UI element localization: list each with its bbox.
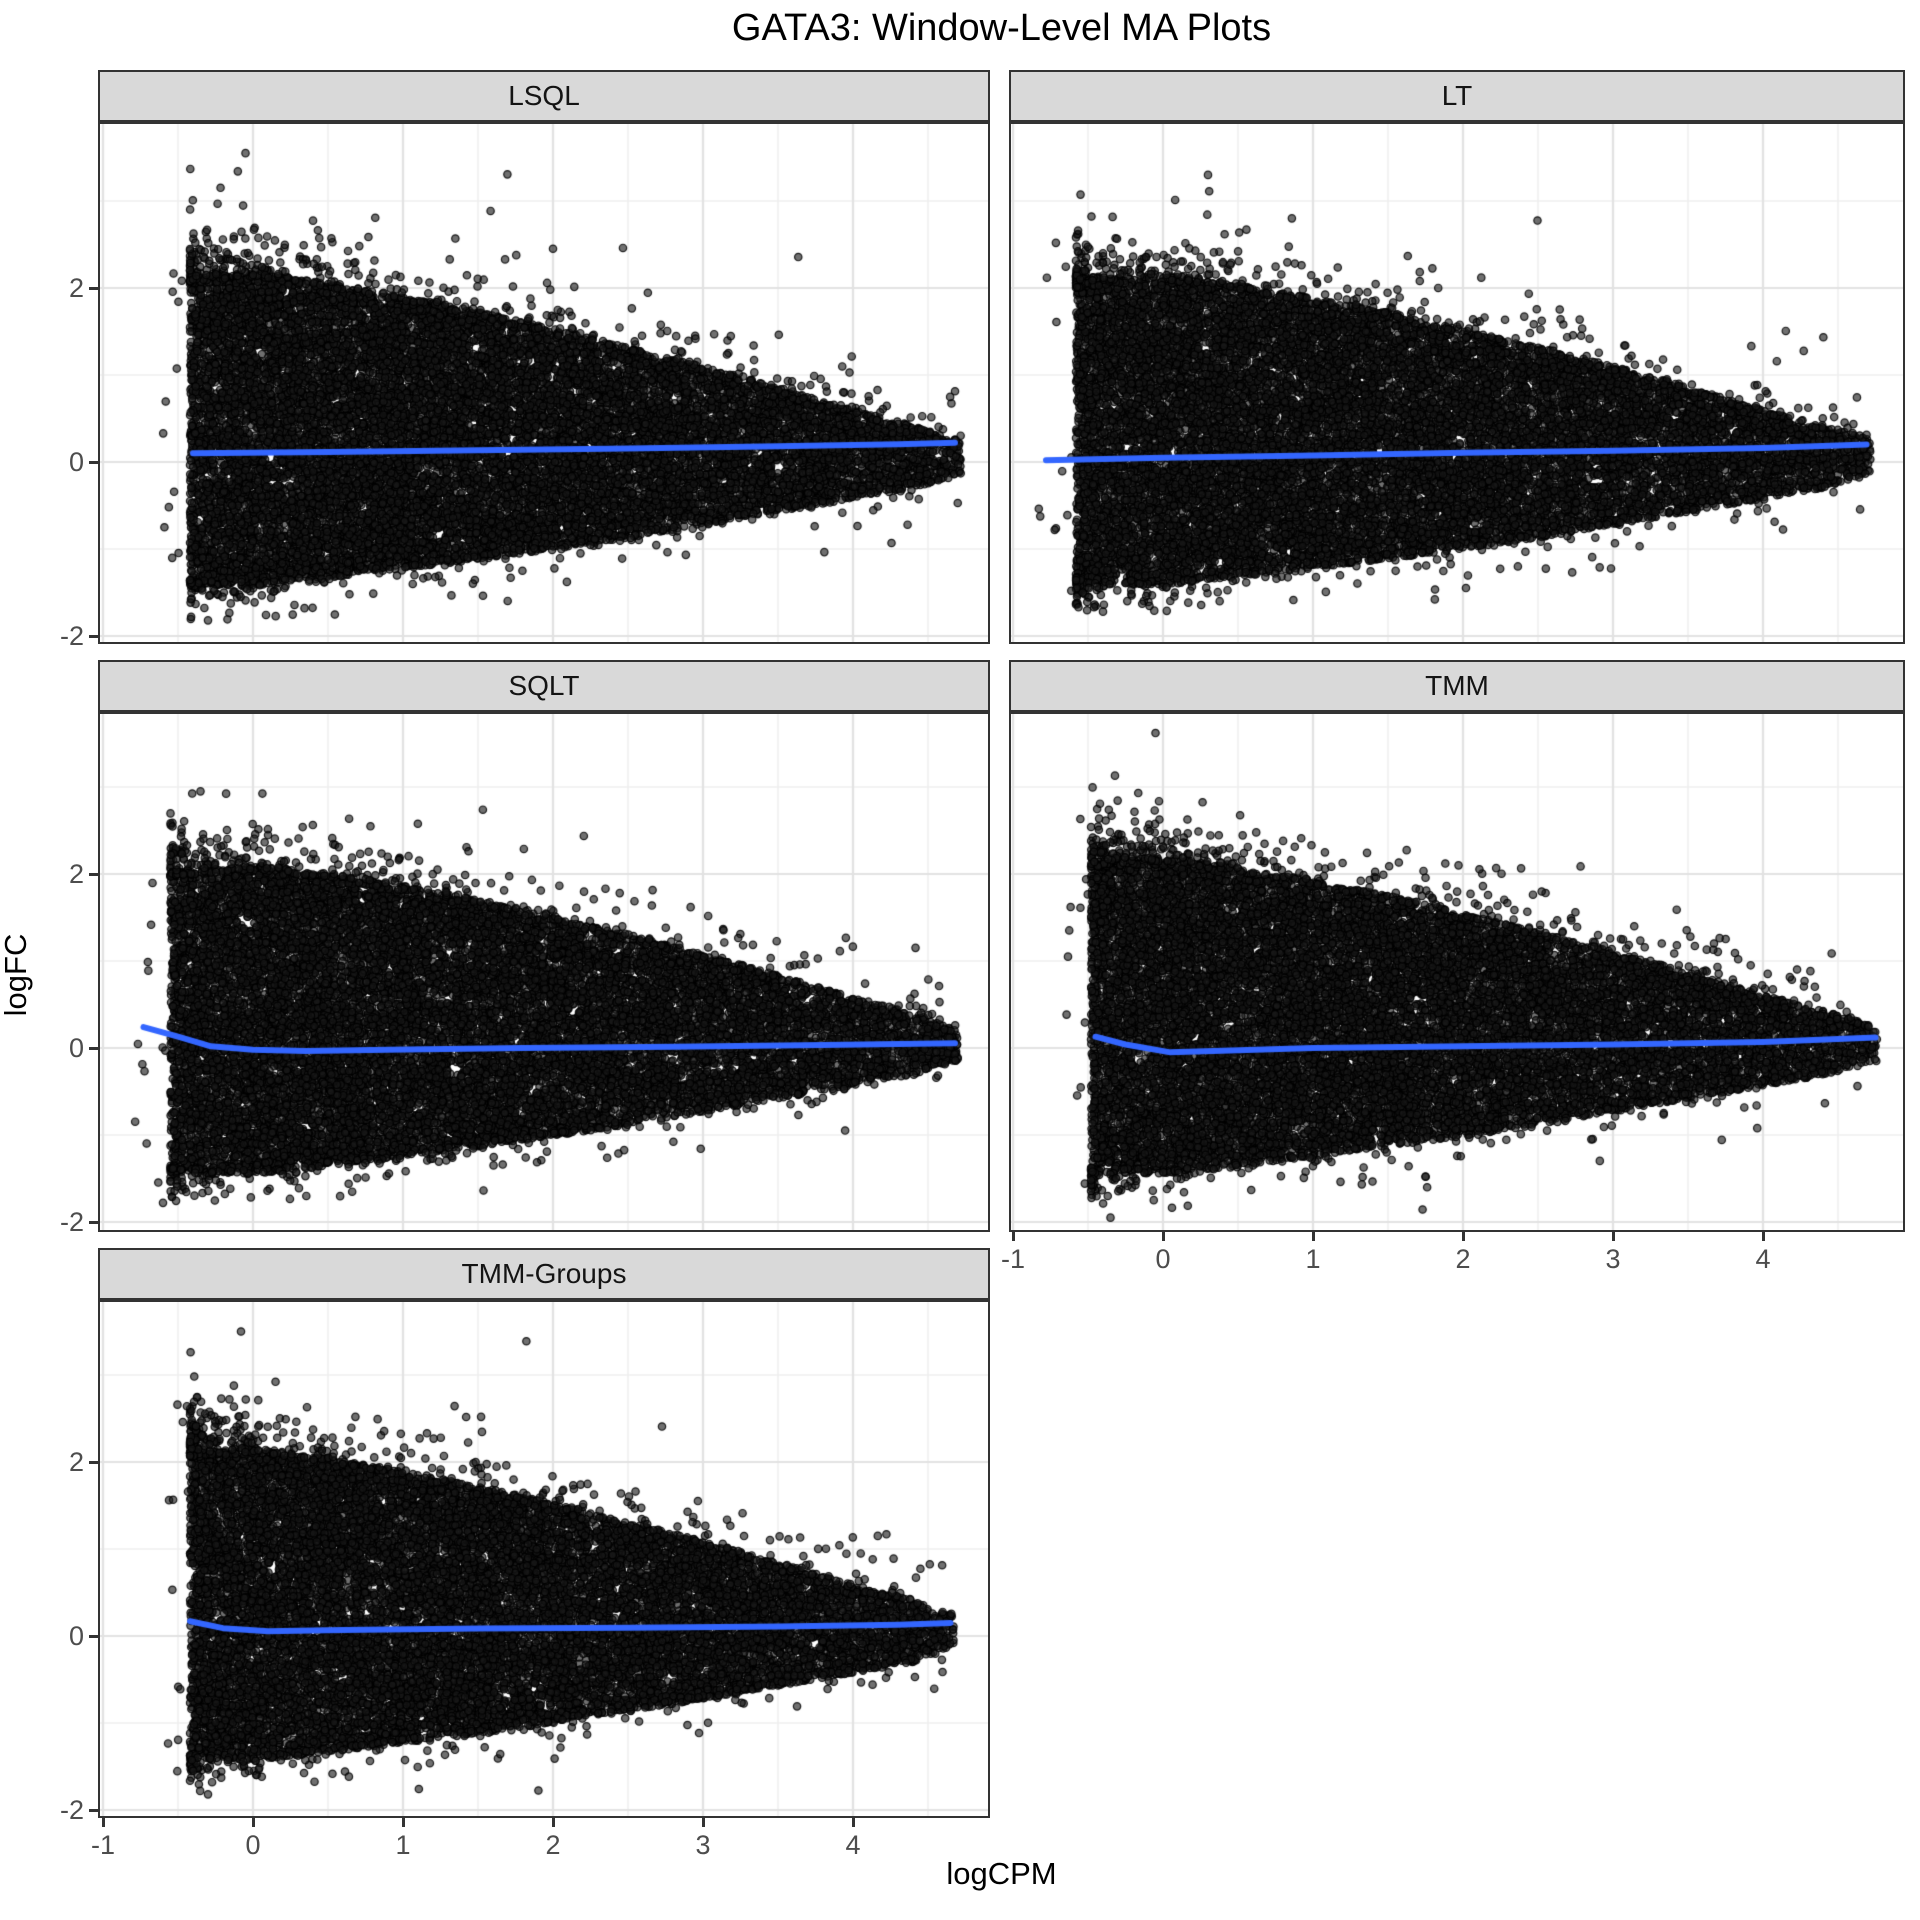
y-tick-mark (89, 1461, 98, 1464)
scatter-canvas-lt (1009, 122, 1905, 644)
y-tick-label: 0 (68, 447, 84, 477)
x-tick-label: 0 (1155, 1244, 1171, 1274)
plot-title: GATA3: Window-Level MA Plots (731, 7, 1272, 49)
x-tick-label: 2 (545, 1830, 561, 1860)
y-tick-label: -2 (59, 1207, 84, 1237)
y-tick-label: 0 (68, 1621, 84, 1651)
facet-strip-lt: LT (1009, 70, 1905, 122)
x-tick-mark (1762, 1232, 1765, 1241)
y-tick-mark (89, 287, 98, 290)
x-tick-label: 1 (1305, 1244, 1321, 1274)
x-tick-mark (252, 1818, 255, 1827)
y-axis-title: logFC (0, 933, 33, 1017)
y-tick-label: 2 (68, 1447, 84, 1477)
x-tick-mark (1162, 1232, 1165, 1241)
x-tick-label: -1 (90, 1830, 115, 1860)
x-tick-mark (1612, 1232, 1615, 1241)
y-tick-mark (89, 635, 98, 638)
x-tick-mark (1012, 1232, 1015, 1241)
x-tick-mark (852, 1818, 855, 1827)
facet-strip-tmm: TMM (1009, 660, 1905, 712)
x-tick-label: 1 (395, 1830, 411, 1860)
scatter-canvas-tmm-groups (98, 1300, 990, 1818)
x-tick-mark (1462, 1232, 1465, 1241)
y-tick-label: 2 (68, 859, 84, 889)
facet-strip-label: TMM-Groups (461, 1258, 627, 1289)
scatter-canvas-lsql (98, 122, 990, 644)
y-tick-mark (89, 1635, 98, 1638)
x-tick-label: 0 (245, 1830, 261, 1860)
y-tick-mark (89, 1221, 98, 1224)
scatter-canvas-tmm (1009, 712, 1905, 1232)
facet-strip-label: LSQL (508, 80, 580, 111)
x-tick-label: 4 (1755, 1244, 1771, 1274)
y-tick-label: -2 (59, 621, 84, 651)
x-tick-label: 2 (1455, 1244, 1471, 1274)
x-tick-mark (702, 1818, 705, 1827)
x-tick-mark (1312, 1232, 1315, 1241)
y-tick-label: 2 (68, 273, 84, 303)
x-tick-mark (552, 1818, 555, 1827)
x-tick-mark (102, 1818, 105, 1827)
scatter-canvas-sqlt (98, 712, 990, 1232)
facet-strip-lsql: LSQL (98, 70, 990, 122)
y-tick-mark (89, 461, 98, 464)
y-tick-mark (89, 873, 98, 876)
x-tick-label: 4 (845, 1830, 861, 1860)
y-tick-mark (89, 1047, 98, 1050)
facet-strip-tmm-groups: TMM-Groups (98, 1248, 990, 1300)
facet-strip-label: SQLT (508, 670, 580, 701)
x-tick-label: 3 (1605, 1244, 1621, 1274)
facet-strip-label: TMM (1425, 670, 1489, 701)
y-tick-label: -2 (59, 1795, 84, 1825)
x-axis-title: logCPM (946, 1856, 1057, 1891)
x-tick-label: 3 (695, 1830, 711, 1860)
facet-strip-label: LT (1441, 80, 1473, 111)
x-tick-label: -1 (1000, 1244, 1025, 1274)
x-tick-mark (402, 1818, 405, 1827)
y-tick-mark (89, 1809, 98, 1812)
y-tick-label: 0 (68, 1033, 84, 1063)
facet-strip-sqlt: SQLT (98, 660, 990, 712)
